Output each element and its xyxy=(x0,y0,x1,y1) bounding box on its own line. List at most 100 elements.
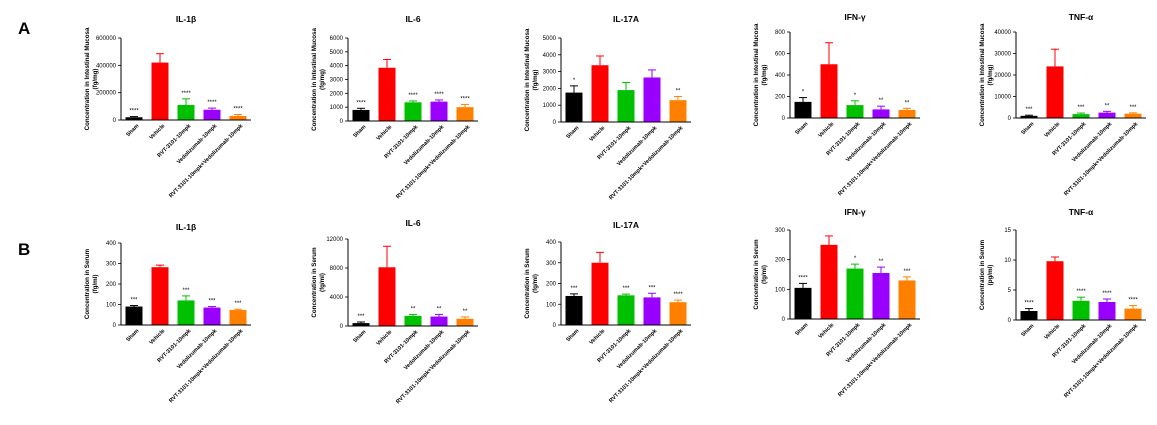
y-axis-label: Concentration in Serum(fg/ml) xyxy=(311,247,326,318)
y-axis-label-line: Concentration in Intestinal Mucosa xyxy=(979,23,986,126)
y-tick-label: 4000 xyxy=(543,53,557,59)
y-tick-label: 30000 xyxy=(994,52,1011,58)
significance-mark: **** xyxy=(1076,289,1086,295)
bar xyxy=(846,268,864,319)
bar xyxy=(378,267,396,326)
chart-title: TNF-α xyxy=(1069,207,1094,217)
y-tick-label: 400 xyxy=(106,241,117,247)
significance-mark: *** xyxy=(182,288,190,294)
significance-mark: *** xyxy=(234,301,242,307)
y-tick-label: 4000 xyxy=(330,64,344,70)
significance-mark: ** xyxy=(437,306,442,312)
significance-mark: **** xyxy=(460,96,470,102)
significance-mark: * xyxy=(573,78,576,84)
y-tick-label: 20000 xyxy=(994,73,1011,79)
y-axis-label-line: Concentration in Serum xyxy=(979,239,986,310)
bar xyxy=(1124,113,1142,118)
y-axis-label-line: (fg/mg) xyxy=(761,65,768,86)
bar xyxy=(617,90,635,122)
bar xyxy=(1098,112,1116,118)
y-axis-label-line: Concentration in Intestinal Mucosa xyxy=(753,23,760,126)
chart-title: IL-6 xyxy=(405,14,420,24)
bar xyxy=(1020,115,1038,118)
chart-title: TNF-α xyxy=(1069,12,1094,22)
bar xyxy=(1046,261,1064,320)
bar xyxy=(643,77,661,122)
chart-a-4: IFN-γ 0 200 400 600 800 Concentration in Intes… xyxy=(753,12,920,197)
bar xyxy=(565,295,583,325)
significance-mark: **** xyxy=(673,292,683,298)
category-label: Sham xyxy=(565,328,580,343)
y-tick-label: 400 xyxy=(546,240,557,246)
category-label: Sham xyxy=(125,328,140,343)
y-tick-label: 200000 xyxy=(96,91,117,97)
y-tick-label: 0 xyxy=(340,324,344,330)
y-tick-label: 5 xyxy=(1008,288,1012,294)
category-label: Vehicle xyxy=(818,322,836,340)
chart-title: IL-6 xyxy=(405,218,420,228)
y-axis-label: Concentration in Intestinal Mucosa(fg/mg… xyxy=(753,23,768,126)
y-tick-label: 1000 xyxy=(330,105,344,111)
chart-a-5: TNF-α010000200003000040000Concentration … xyxy=(979,12,1146,197)
significance-mark: **** xyxy=(1024,301,1034,307)
bar xyxy=(643,297,661,325)
category-label: Sham xyxy=(565,125,580,140)
y-axis-label-line: Concentration in Intestinal Mucosa xyxy=(524,28,531,131)
y-tick-label: 200 xyxy=(546,282,557,288)
y-tick-label: 0 xyxy=(1008,318,1012,324)
bar xyxy=(378,67,396,121)
y-tick-label: 10 xyxy=(1004,258,1011,264)
y-tick-label: 3000 xyxy=(543,70,557,76)
y-tick-label: 2000 xyxy=(330,91,344,97)
y-tick-label: 5000 xyxy=(543,36,557,42)
bar xyxy=(203,109,221,120)
significance-mark: *** xyxy=(130,298,138,304)
significance-mark: **** xyxy=(1102,291,1112,297)
bar xyxy=(1098,302,1116,320)
bar xyxy=(456,318,474,326)
significance-mark: **** xyxy=(233,107,243,113)
y-tick-label: 8000 xyxy=(330,266,344,272)
y-axis-label-line: Concentration in Serum xyxy=(753,239,760,310)
y-tick-label: 12000 xyxy=(326,237,343,243)
significance-mark: ** xyxy=(879,259,884,265)
bar xyxy=(820,64,838,118)
bar xyxy=(1072,300,1090,320)
significance-mark: ** xyxy=(676,88,681,94)
y-tick-label: 0 xyxy=(113,118,117,124)
y-tick-label: 800 xyxy=(775,30,786,36)
y-tick-label: 0 xyxy=(1008,116,1012,122)
chart-b-4: IFN-γ 0 100 200 300 Concentration in Serum(fg… xyxy=(753,207,920,398)
y-axis-label: Concentration in Intestinal Mucosa(fg/mg… xyxy=(979,23,994,126)
bar xyxy=(565,92,583,122)
bar xyxy=(1072,114,1090,118)
category-label: Vehicle xyxy=(818,121,836,139)
bar xyxy=(872,109,890,118)
y-tick-label: 400000 xyxy=(96,63,117,69)
category-label: Vehicle xyxy=(149,123,167,141)
category-label: Vehicle xyxy=(589,125,607,143)
bar xyxy=(456,107,474,121)
significance-mark: *** xyxy=(208,299,216,305)
category-label: Vehicle xyxy=(589,328,607,346)
chart-a-3: IL-17A 0 1000 2000 3000 4000 5000 Concentration… xyxy=(524,14,691,201)
bar xyxy=(872,273,890,319)
bar xyxy=(151,267,169,325)
bar xyxy=(430,101,448,121)
significance-mark: **** xyxy=(129,109,139,115)
category-label: Sham xyxy=(352,124,367,139)
y-axis-label: Concentration in Serum(fg/ml) xyxy=(84,248,99,319)
category-label: Sham xyxy=(794,121,809,136)
y-axis-label-line: Concentration in Serum xyxy=(84,248,91,319)
y-tick-label: 100 xyxy=(106,303,117,309)
y-axis-label: Concentration in Intestinal Mucosa(fg/mg… xyxy=(84,27,99,130)
category-label: Sham xyxy=(1020,121,1035,136)
y-tick-label: 0 xyxy=(113,323,117,329)
significance-mark: ** xyxy=(879,98,884,104)
y-axis-label: Concentration in Intestinal Mucosa(fg/mg… xyxy=(524,28,539,131)
bar xyxy=(617,295,635,325)
bar xyxy=(820,244,838,319)
bar xyxy=(430,316,448,326)
